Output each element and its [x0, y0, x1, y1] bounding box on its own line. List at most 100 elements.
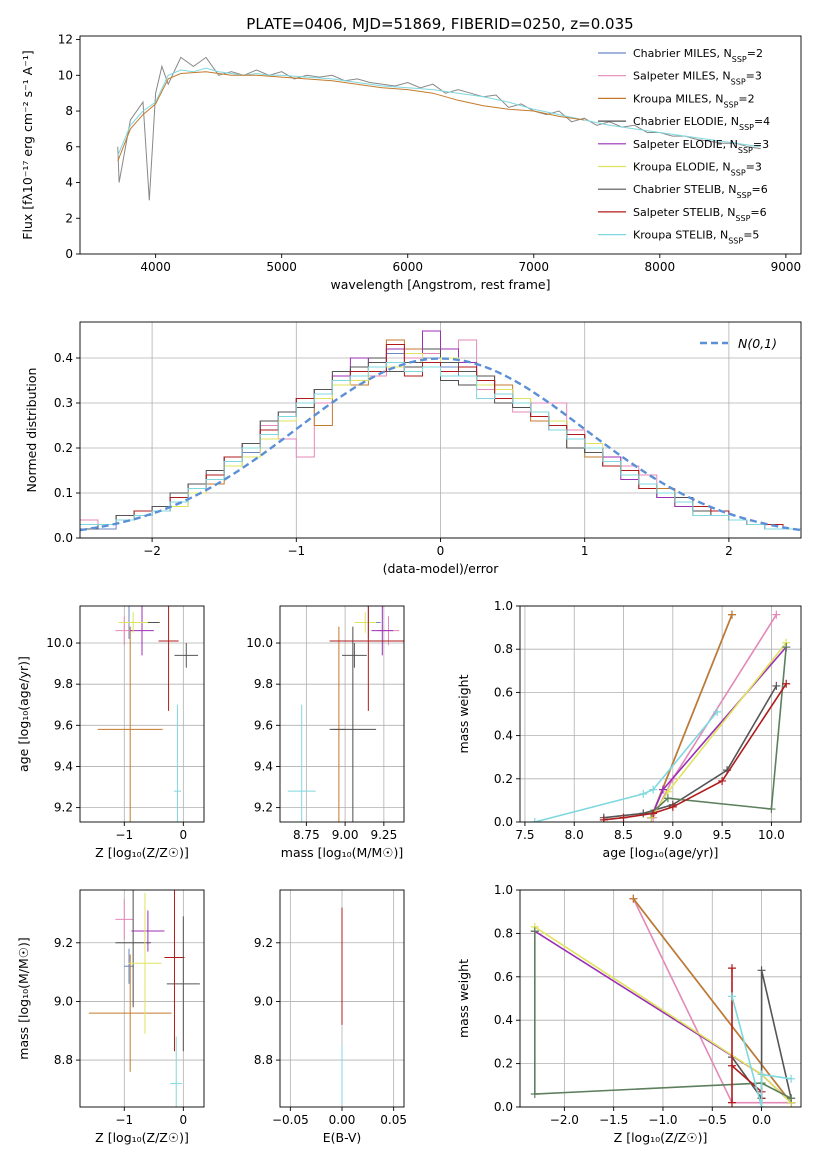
mass-weight-vs-age-marker — [767, 805, 776, 814]
age-vs-Z-frame — [79, 605, 205, 823]
mass-weight-vs-Z-ylabel: mass weight — [456, 959, 471, 1038]
spectrum-xtick-label: 6000 — [392, 260, 423, 274]
mass-vs-EBV-ytick-label: 9.2 — [254, 936, 273, 950]
spectrum-series-model-orange — [117, 71, 585, 162]
mass-weight-vs-Z-marker — [757, 1103, 766, 1107]
spectrum-xtick-label: 4000 — [140, 260, 171, 274]
residual-histogram-plot-area — [80, 330, 801, 532]
mass-weight-vs-age-plot-area — [530, 610, 791, 822]
residual-histogram-ytick-label: 0.3 — [54, 396, 73, 410]
mass-weight-vs-Z-marker — [727, 964, 736, 973]
mass-weight-vs-age-marker — [599, 815, 608, 822]
spectrum-xlabel: wavelength [Angstrom, rest frame] — [330, 277, 550, 292]
age-vs-mass-ytick-label: 9.6 — [254, 718, 273, 732]
spectrum-series-model — [117, 67, 761, 156]
mass-weight-vs-Z-ytick-label: 0.8 — [494, 926, 513, 940]
mass-weight-vs-Z-xtick-label: 0.0 — [752, 1113, 771, 1127]
mass-weight-vs-Z-ytick-label: 0.2 — [494, 1057, 513, 1071]
mass-weight-vs-Z-xtick-label: −2.0 — [550, 1113, 579, 1127]
legend-entry: Chabrier MILES, NSSP=2 — [633, 47, 763, 64]
figure-title: PLATE=0406, MJD=51869, FIBERID=0250, z=0… — [246, 15, 633, 33]
mass-vs-Z-xtick-label: 0 — [180, 1113, 188, 1127]
mass-weight-vs-age-ytick-label: 0.0 — [494, 815, 513, 829]
mass-weight-vs-Z-xtick-label: −0.5 — [698, 1113, 727, 1127]
mass-weight-vs-age-series-s7 — [650, 646, 787, 814]
mass-weight-vs-Z-marker — [787, 1094, 796, 1103]
age-vs-mass-frame — [279, 605, 405, 823]
residual-histogram-chart: −2 −1 0 1 2 0.0 0.1 0.2 0.3 0.4 (data-model)/error… — [24, 321, 802, 576]
residual-histogram-xtick-label: 2 — [725, 544, 733, 558]
spectrum-ytick-label: 0 — [65, 247, 73, 261]
mass-weight-vs-age-chart: 7.5 8.0 8.5 9.0 9.5 10.0 0.0 0.2 0.4 0.6 0.8 1.0 age… — [456, 599, 802, 860]
mass-weight-vs-Z-marker — [629, 894, 638, 903]
age-vs-Z-ytick-label: 9.2 — [54, 801, 73, 815]
mass-weight-vs-age-marker — [658, 785, 667, 794]
mass-weight-vs-age-ytick-label: 0.8 — [494, 642, 513, 656]
spectrum-xtick-label: 7000 — [519, 260, 550, 274]
residual-histogram-ytick-label: 0.2 — [54, 441, 73, 455]
age-vs-mass-xlabel: mass [log₁₀(M/M☉)] — [281, 845, 403, 860]
mass-vs-Z-xtick-label: −1 — [115, 1113, 133, 1127]
mass-weight-vs-Z-marker — [727, 1061, 736, 1070]
legend-entry: Chabrier ELODIE, NSSP=4 — [633, 115, 770, 132]
mass-vs-EBV-xtick-label: 0.00 — [329, 1113, 356, 1127]
mass-vs-EBV-xlabel: E(B-V) — [323, 1130, 362, 1145]
mass-weight-vs-Z-marker — [727, 992, 736, 1001]
mass-weight-vs-age-xtick-label: 10.0 — [758, 828, 785, 842]
spectrum-frame — [79, 35, 802, 255]
mass-weight-vs-age-marker — [530, 818, 539, 822]
legend-entry: Salpeter ELODIE, NSSP=3 — [633, 138, 769, 155]
mass-vs-EBV-xtick-label: 0.05 — [380, 1113, 407, 1127]
spectrum-plot-area — [117, 56, 761, 201]
age-vs-Z-ytick-label: 9.8 — [54, 677, 73, 691]
residual-histogram-series-N(0,1) — [80, 357, 801, 532]
mass-vs-Z-chart: −1 0 8.8 9.0 9.2 Z [log₁₀(Z/Z☉)] mass [log₁₀(M… — [16, 889, 205, 1145]
spectrum-ytick-label: 6 — [65, 140, 73, 154]
age-vs-Z-xtick-label: 0 — [180, 828, 188, 842]
mass-weight-vs-age-ytick-label: 0.2 — [494, 772, 513, 786]
legend-entry: Kroupa MILES, NSSP=2 — [633, 92, 755, 109]
mass-vs-EBV-xtick-label: −0.05 — [272, 1113, 309, 1127]
mass-weight-vs-age-marker — [772, 610, 781, 619]
mass-weight-vs-Z-xtick-label: −1.0 — [648, 1113, 677, 1127]
spectrum-ytick-label: 4 — [65, 176, 73, 190]
mass-weight-vs-age-xtick-label: 9.5 — [713, 828, 732, 842]
mass-weight-vs-Z-marker — [757, 1070, 766, 1079]
mass-weight-vs-age-series-s3 — [650, 614, 733, 818]
age-vs-mass-ytick-label: 9.8 — [254, 677, 273, 691]
age-vs-mass-ytick-label: 9.4 — [254, 759, 273, 773]
mass-weight-vs-Z-marker — [530, 927, 539, 936]
mass-vs-Z-ylabel: mass [log₁₀(M/M☉)] — [16, 937, 31, 1059]
legend-entry: Salpeter STELIB, NSSP=6 — [633, 206, 767, 223]
spectrum-xtick-label: 5000 — [266, 260, 297, 274]
mass-weight-vs-age-marker — [639, 809, 648, 818]
mass-vs-Z-xlabel: Z [log₁₀(Z/Z☉)] — [95, 1130, 189, 1145]
residual-histogram-ytick-label: 0.4 — [54, 351, 73, 365]
spectrum-ytick-label: 2 — [65, 211, 73, 225]
mass-weight-vs-age-marker — [663, 794, 672, 803]
mass-weight-vs-age-marker — [713, 707, 722, 716]
age-vs-mass-ytick-label: 9.2 — [254, 801, 273, 815]
mass-vs-Z-frame — [79, 889, 205, 1108]
legend-entry: Kroupa ELODIE, NSSP=3 — [633, 161, 762, 178]
mass-weight-vs-Z-ytick-label: 0.4 — [494, 1013, 513, 1027]
spectrum-ylabel: Flux [fλ10⁻¹⁷ erg cm⁻² s⁻¹ A⁻¹] — [20, 50, 35, 239]
mass-weight-vs-Z-xtick-label: −1.5 — [599, 1113, 628, 1127]
spectrum-ytick-label: 12 — [58, 33, 73, 47]
mass-vs-EBV-chart: −0.05 0.00 0.05 8.8 9.0 9.2 E(B-V) — [254, 889, 407, 1145]
mass-weight-vs-age-xlabel: age [log₁₀(age/yr)] — [603, 845, 719, 860]
mass-weight-vs-Z-ytick-label: 1.0 — [494, 883, 513, 897]
mass-weight-vs-age-marker — [727, 610, 736, 619]
mass-weight-vs-age-marker — [782, 679, 791, 688]
mass-weight-vs-age-marker — [619, 813, 628, 822]
histogram-legend: N(0,1) — [700, 336, 777, 351]
mass-vs-Z-ytick-label: 9.0 — [54, 994, 73, 1008]
mass-weight-vs-Z-xlabel: Z [log₁₀(Z/Z☉)] — [614, 1130, 708, 1145]
age-vs-Z-xtick-label: −1 — [115, 828, 133, 842]
mass-weight-vs-age-marker — [649, 785, 658, 794]
age-vs-Z-ytick-label: 9.6 — [54, 718, 73, 732]
mass-weight-vs-Z-ytick-label: 0.6 — [494, 970, 513, 984]
mass-weight-vs-Z-frame — [519, 889, 802, 1108]
mass-vs-EBV-ytick-label: 9.0 — [254, 994, 273, 1008]
age-vs-mass-xtick-label: 9.25 — [370, 828, 397, 842]
